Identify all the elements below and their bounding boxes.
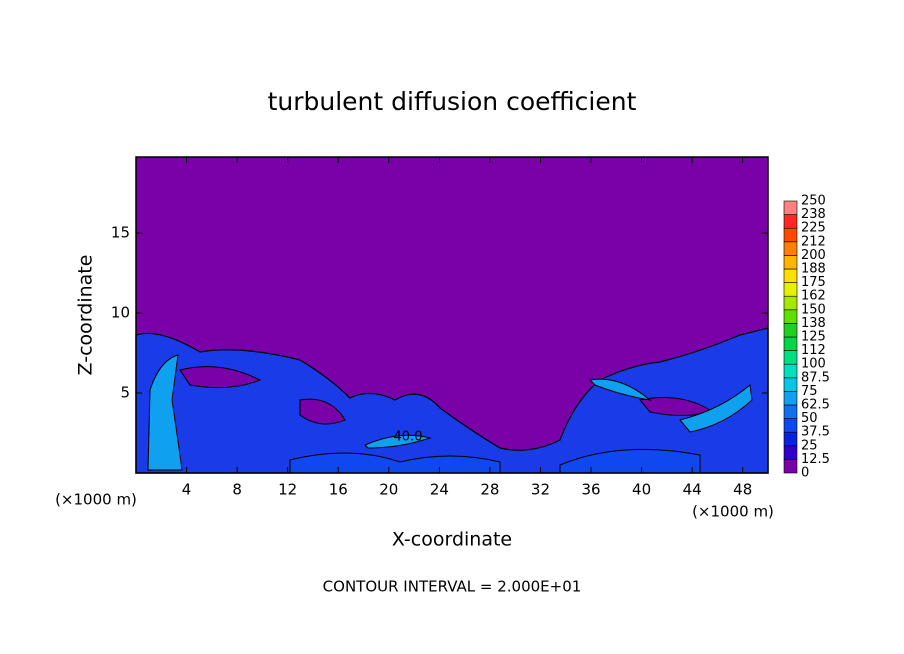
colorbar-label: 200 — [801, 248, 826, 263]
colorbar-label: 212 — [801, 234, 826, 249]
x-tick-label: 8 — [232, 481, 242, 499]
chart-title: turbulent diffusion coefficient — [268, 87, 637, 116]
y-tick-label: 5 — [120, 384, 130, 402]
colorbar-label: 238 — [801, 207, 826, 222]
footer: CONTOUR INTERVAL = 2.000E+01 — [323, 578, 582, 596]
colorbar-label: 112 — [801, 343, 826, 358]
colorbar-label: 100 — [801, 357, 826, 372]
colorbar-label: 225 — [801, 221, 826, 236]
colorbar-box — [783, 404, 798, 419]
colorbar-label: 0 — [801, 466, 809, 481]
colorbar-label: 50 — [801, 411, 818, 426]
y-axis-label: Z-coordinate — [75, 255, 97, 376]
colorbar-box — [783, 350, 798, 365]
colorbar-box — [783, 418, 798, 433]
x-tick-label: 4 — [182, 481, 192, 499]
x-tick-label: 28 — [480, 481, 499, 499]
colorbar-box — [783, 323, 798, 338]
colorbar-box — [783, 295, 798, 311]
x-tick-label: 12 — [278, 481, 297, 499]
x-tick-label: 48 — [733, 481, 752, 499]
colorbar-label: 162 — [801, 289, 826, 304]
colorbar-box — [783, 336, 798, 351]
colorbar-label: 37.5 — [801, 425, 830, 440]
field-region — [179, 366, 262, 389]
colorbar-label: 62.5 — [801, 398, 830, 413]
colorbar-label: 125 — [801, 330, 826, 345]
y-unit: (×1000 m) — [55, 491, 137, 509]
colorbar-box — [783, 268, 798, 283]
x-tick-label: 20 — [379, 481, 398, 499]
colorbar-label: 150 — [801, 302, 826, 317]
y-tick-label: 10 — [111, 304, 130, 322]
colorbar-label: 250 — [801, 194, 826, 209]
colorbar-label: 75 — [801, 384, 818, 399]
colorbar-box — [783, 391, 798, 406]
colorbar-label: 188 — [801, 262, 826, 277]
colorbar-box — [783, 459, 798, 474]
x-tick-label: 36 — [581, 481, 600, 499]
field-region — [299, 398, 346, 425]
x-tick-label: 40 — [632, 481, 651, 499]
x-tick-label: 44 — [683, 481, 702, 499]
colorbar-box — [783, 255, 798, 270]
field-region — [679, 384, 753, 433]
colorbar-box — [783, 214, 798, 229]
field-region — [364, 434, 432, 449]
colorbar-label: 12.5 — [801, 452, 830, 467]
x-tick-label: 24 — [430, 481, 449, 499]
colorbar-box — [783, 309, 798, 324]
colorbar-box — [783, 445, 798, 460]
field-region — [147, 354, 183, 471]
colorbar-box — [783, 200, 798, 215]
colorbar-label: 138 — [801, 316, 826, 331]
contour-field — [135, 157, 769, 474]
field-region — [588, 378, 652, 401]
colorbar-label: 175 — [801, 275, 826, 290]
x-tick-label: 16 — [329, 481, 348, 499]
colorbar-box — [783, 227, 798, 243]
colorbar-box — [783, 241, 798, 256]
colorbar-box — [783, 282, 798, 297]
field-region — [135, 327, 769, 474]
colorbar-label: 87.5 — [801, 370, 830, 385]
contour-label: 40.0 — [394, 430, 423, 445]
x-axis-label: X-coordinate — [392, 529, 512, 551]
field-region — [559, 448, 701, 474]
colorbar-label: 25 — [801, 438, 818, 453]
colorbar-box — [783, 377, 798, 392]
colorbar-box — [783, 431, 798, 447]
y-tick-label: 15 — [111, 224, 130, 242]
colorbar-box — [783, 363, 798, 379]
field-region — [289, 452, 501, 474]
x-tick-label: 32 — [531, 481, 550, 499]
x-unit: (×1000 m) — [692, 503, 774, 521]
plot-frame — [135, 156, 769, 474]
